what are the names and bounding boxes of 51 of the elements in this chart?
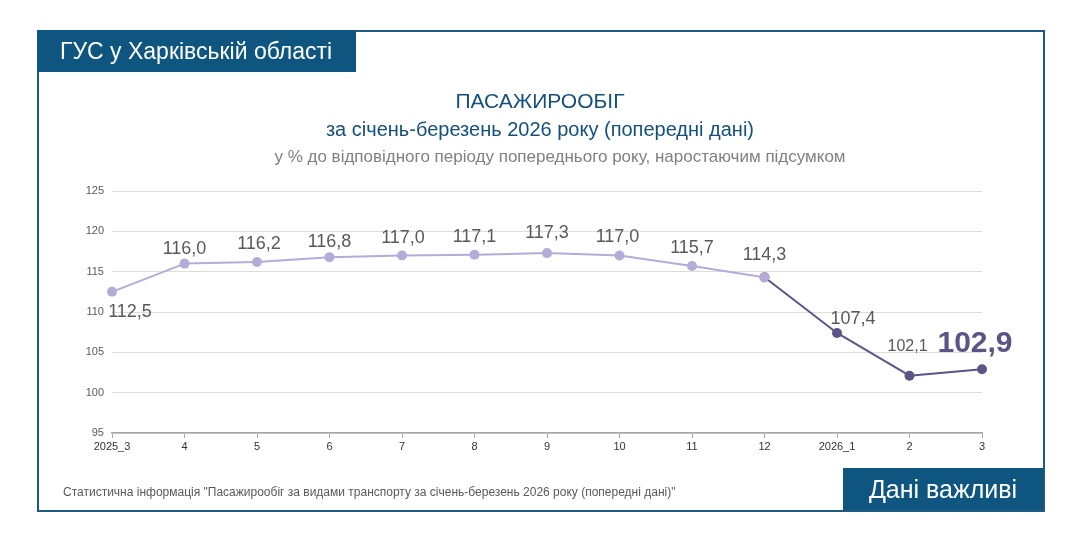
point <box>687 261 697 272</box>
x-tick-label: 7 <box>398 439 406 452</box>
point <box>469 249 480 260</box>
x-tick-label: 8 <box>471 439 478 452</box>
x-tick-label: 12 <box>758 439 771 452</box>
point <box>324 252 335 263</box>
point <box>832 327 842 338</box>
point <box>107 286 117 297</box>
data-label: 116,2 <box>237 232 281 253</box>
x-tick-label: 10 <box>613 439 626 452</box>
y-tick-label: 110 <box>86 305 104 318</box>
data-label: 117,0 <box>595 225 640 246</box>
y-tick-label: 95 <box>91 426 104 439</box>
data-label: 117,1 <box>452 225 497 246</box>
point <box>614 250 625 261</box>
chart-subtitle: за січень-березень 2026 року (попередні дані) <box>324 117 756 142</box>
x-tick-label: 11 <box>686 439 698 452</box>
x-tick-label: 3 <box>978 439 986 452</box>
point <box>252 256 262 267</box>
x-tick-label: 6 <box>326 439 333 452</box>
x-tick-label: 2025_3 <box>93 439 131 452</box>
x-tick-label: 5 <box>253 439 261 452</box>
y-tick-label: 105 <box>85 345 104 358</box>
text: Дані важливі <box>843 468 1043 510</box>
y-tick-label: 120 <box>85 224 104 237</box>
point <box>977 364 987 375</box>
data-label: 114,3 <box>742 244 787 265</box>
text: у % до відповідного періоду попереднього року, наростаючим підсумком <box>273 146 847 168</box>
x-tick-label: 2026_1 <box>818 439 856 452</box>
x-tick-label: 4 <box>181 439 188 452</box>
y-tick-label: 125 <box>85 184 104 197</box>
point <box>542 248 552 259</box>
data-label: 117,0 <box>381 226 425 247</box>
data-label: 102,9 <box>937 324 1013 358</box>
data-label: 116,0 <box>162 237 207 258</box>
text: Статистична інформація "Пасажирообіг за видами транспорту за січень-березень 2026 року (попередні дані)" <box>63 484 676 500</box>
text: ГУС у Харківській області <box>37 30 357 72</box>
point <box>904 370 915 381</box>
data-label: 102,1 <box>887 337 928 355</box>
x-tick-label: 2 <box>906 439 913 452</box>
x-tick-label: 9 <box>543 439 551 452</box>
data-label: 112,5 <box>108 300 152 321</box>
data-label: 115,7 <box>670 236 714 257</box>
point <box>397 250 407 261</box>
point <box>179 258 190 269</box>
y-tick-label: 100 <box>85 385 104 398</box>
data-label: 116,8 <box>307 231 352 252</box>
y-tick-label: 115 <box>86 264 104 277</box>
chart-title: ПАСАЖИРООБІГ <box>454 88 626 114</box>
data-label: 107,4 <box>830 307 876 328</box>
data-label: 117,3 <box>525 222 569 243</box>
